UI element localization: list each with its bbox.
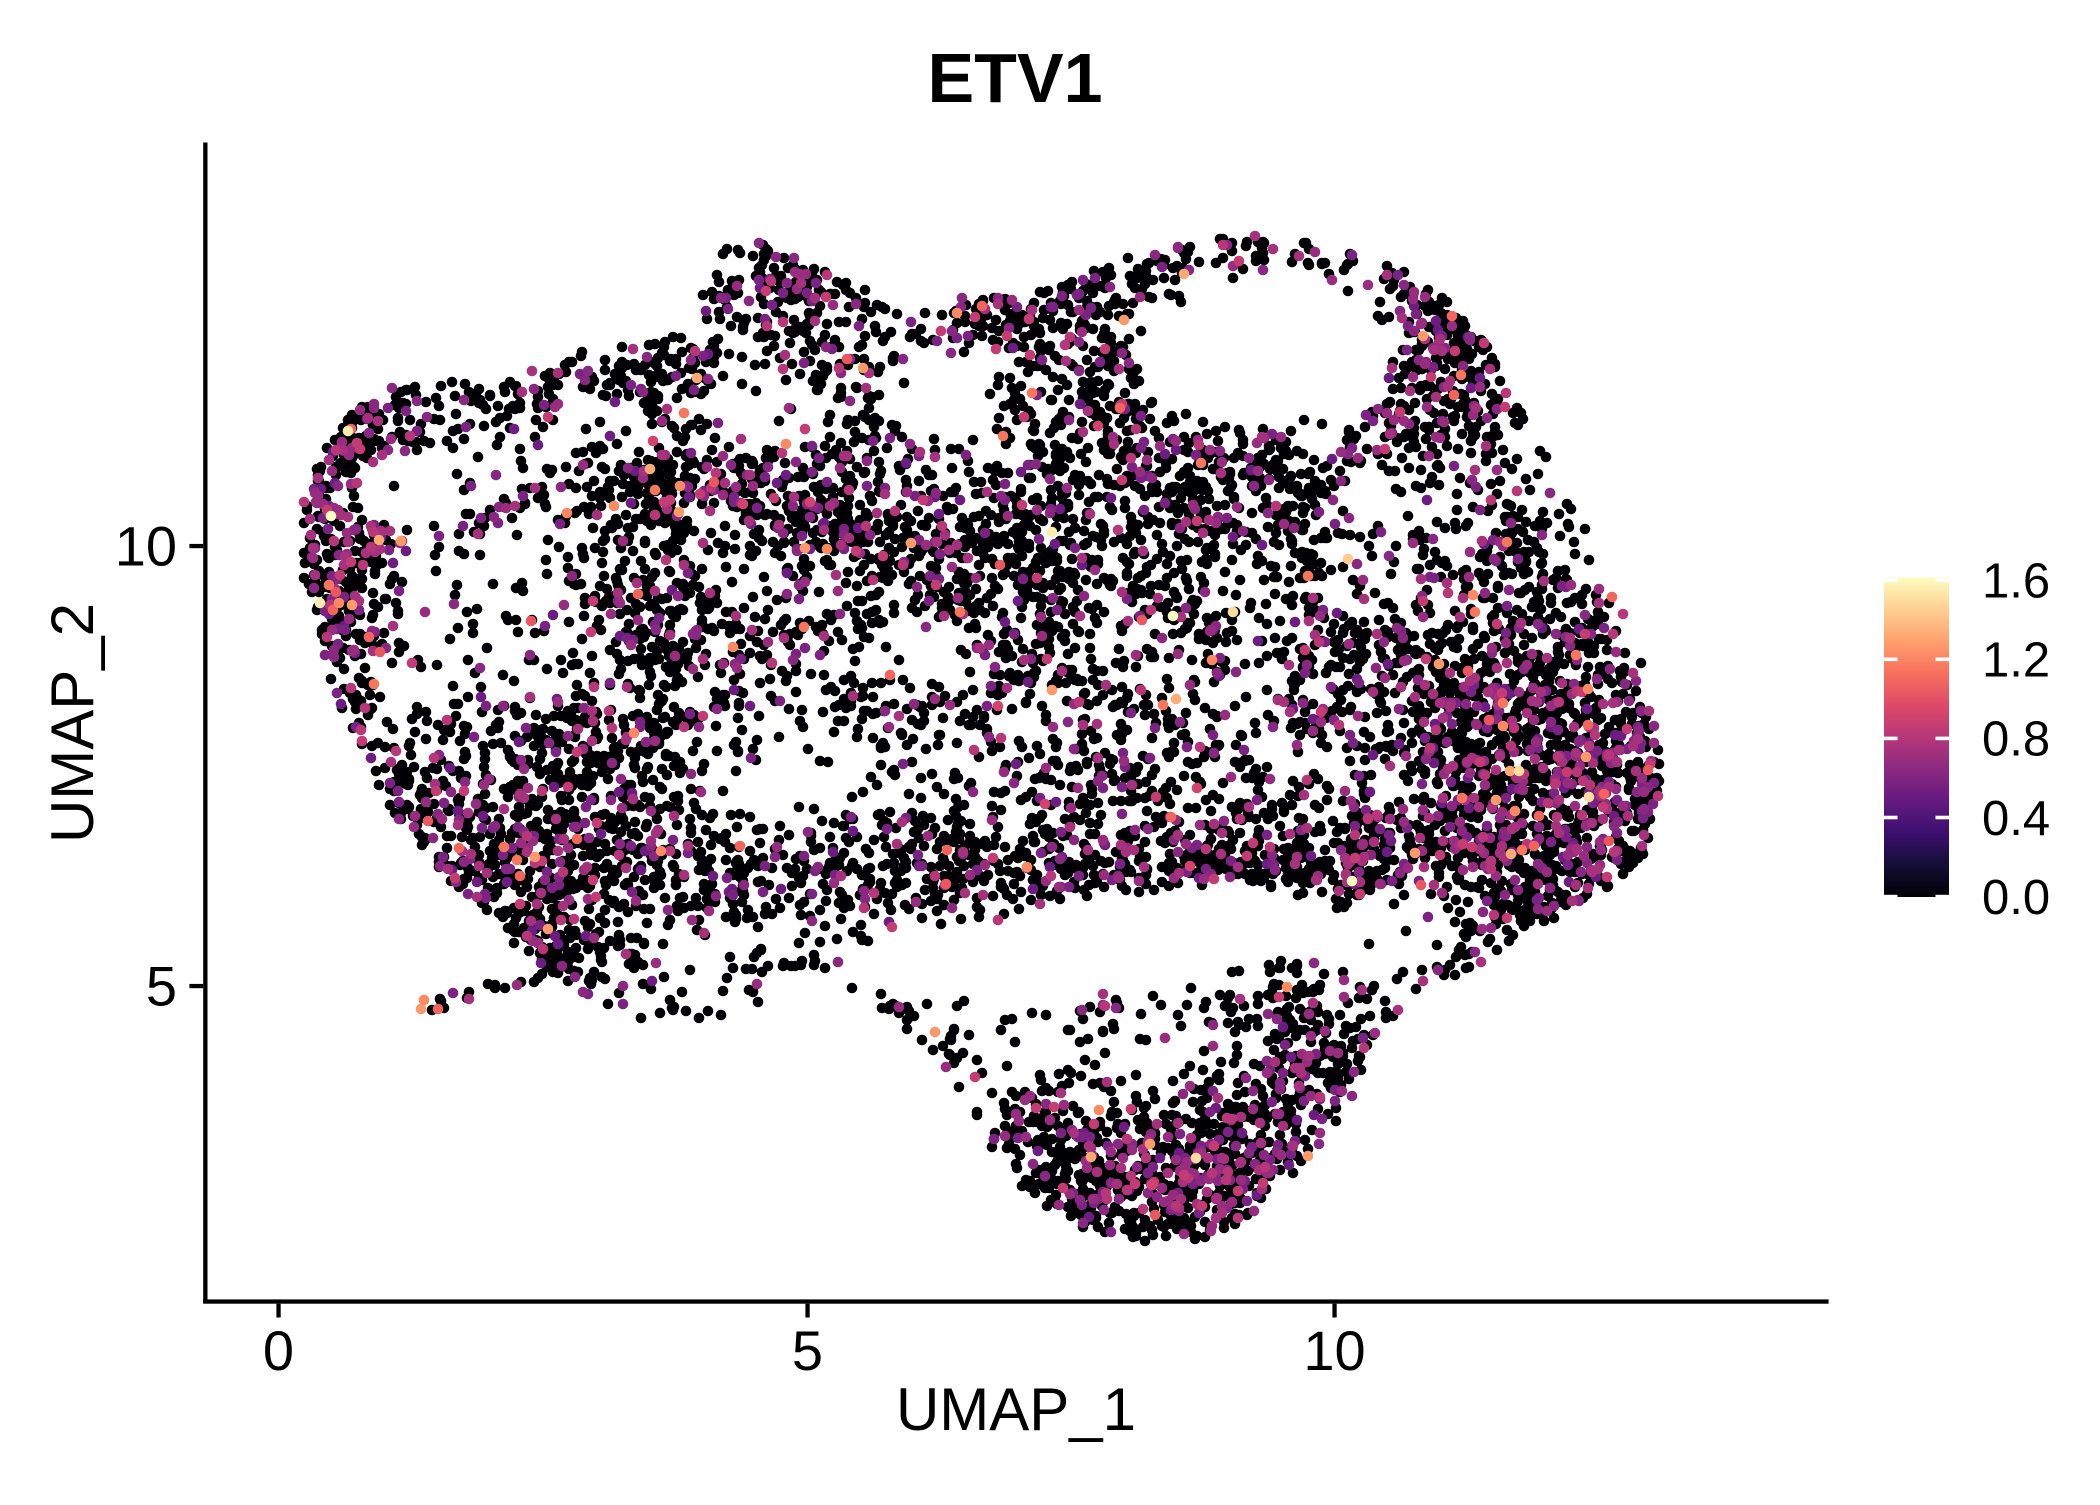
svg-text:UMAP_2: UMAP_2 (39, 603, 106, 843)
svg-text:1.2: 1.2 (1982, 634, 2050, 688)
svg-text:0.8: 0.8 (1982, 713, 2050, 767)
svg-text:5: 5 (146, 955, 177, 1018)
svg-text:0.0: 0.0 (1982, 871, 2050, 925)
svg-text:10: 10 (1303, 1319, 1365, 1382)
svg-text:UMAP_1: UMAP_1 (896, 1376, 1136, 1443)
svg-text:0: 0 (263, 1319, 294, 1382)
svg-text:ETV1: ETV1 (927, 39, 1102, 117)
svg-text:10: 10 (115, 515, 177, 578)
svg-text:0.4: 0.4 (1982, 792, 2050, 846)
svg-text:1.6: 1.6 (1982, 555, 2050, 609)
svg-text:5: 5 (792, 1319, 823, 1382)
